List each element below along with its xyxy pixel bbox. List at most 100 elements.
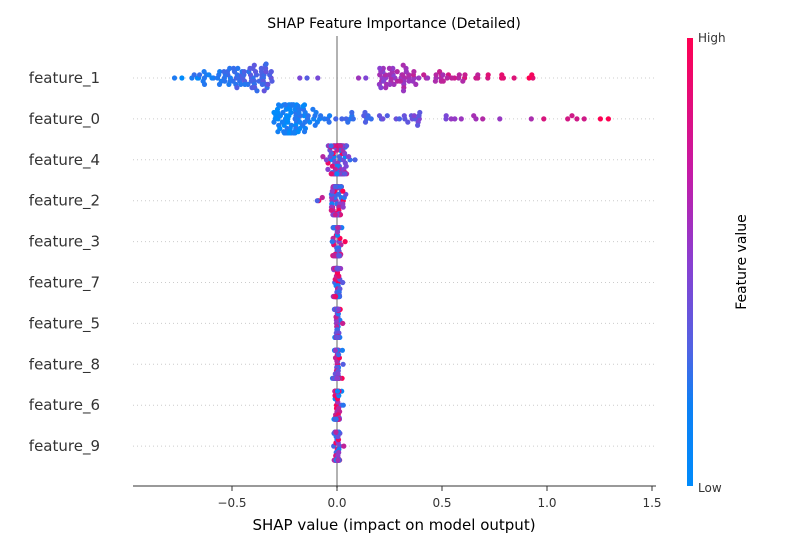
shap-point-feature-1-149 bbox=[241, 69, 247, 75]
shap-point-feature-1-158 bbox=[234, 85, 240, 91]
shap-point-feature-9-79 bbox=[335, 457, 341, 463]
shap-point-feature-1-138 bbox=[432, 78, 438, 84]
shap-point-feature-4-104 bbox=[342, 171, 348, 177]
shap-point-feature-0-138 bbox=[396, 116, 402, 122]
shap-point-feature-1-153 bbox=[231, 65, 237, 71]
shap-point-feature-1-156 bbox=[242, 81, 248, 87]
shap-point-feature-0-24 bbox=[285, 119, 291, 125]
shap-point-feature-0-147 bbox=[528, 116, 534, 122]
shap-point-feature-1-87 bbox=[421, 72, 427, 78]
shap-point-feature-4-108 bbox=[334, 171, 340, 177]
shap-point-feature-1-103 bbox=[425, 75, 431, 81]
shap-point-feature-1-167 bbox=[249, 85, 255, 91]
shap-point-feature-3-87 bbox=[336, 253, 342, 259]
shap-point-feature-0-72 bbox=[327, 113, 333, 119]
shap-point-feature-0-39 bbox=[569, 113, 575, 119]
shap-point-feature-2-49 bbox=[319, 194, 325, 201]
x-tick-label-3: 1.0 bbox=[537, 496, 556, 510]
shap-point-feature-0-116 bbox=[405, 119, 411, 125]
shap-point-feature-6-2 bbox=[340, 402, 346, 408]
shap-point-feature-0-146 bbox=[289, 102, 295, 108]
shap-point-feature-4-109 bbox=[328, 143, 334, 149]
shap-point-feature-1-47 bbox=[400, 72, 406, 78]
shap-point-feature-3-13 bbox=[329, 239, 335, 245]
shap-point-feature-0-105 bbox=[365, 113, 371, 119]
shap-point-feature-1-137 bbox=[254, 88, 260, 94]
shap-point-feature-1-166 bbox=[529, 72, 535, 78]
shap-point-feature-0-71 bbox=[345, 119, 351, 125]
shap-point-feature-0-23 bbox=[565, 116, 571, 122]
chart-title: SHAP Feature Importance (Detailed) bbox=[267, 16, 521, 32]
shap-point-feature-1-136 bbox=[247, 65, 253, 71]
shap-point-feature-1-79 bbox=[304, 75, 310, 81]
shap-point-feature-1-108 bbox=[437, 69, 443, 75]
shap-point-feature-9-78 bbox=[333, 429, 339, 435]
shap-point-feature-1-112 bbox=[238, 81, 244, 87]
shap-point-feature-7-78 bbox=[335, 265, 341, 272]
shap-point-feature-3-86 bbox=[342, 239, 348, 245]
shap-point-feature-1-141 bbox=[499, 72, 505, 78]
shap-point-feature-3-83 bbox=[331, 253, 337, 259]
shap-point-feature-0-1 bbox=[448, 116, 454, 122]
shap-point-feature-4-7 bbox=[352, 157, 358, 163]
shap-point-feature-0-51 bbox=[597, 116, 604, 122]
shap-point-feature-0-97 bbox=[318, 113, 324, 119]
shap-point-feature-2-86 bbox=[332, 184, 338, 190]
shap-point-feature-2-88 bbox=[340, 204, 346, 210]
shap-point-feature-1-105 bbox=[406, 78, 412, 84]
shap-point-feature-0-115 bbox=[401, 113, 407, 119]
shap-point-feature-1-127 bbox=[191, 72, 197, 78]
shap-point-feature-0-73 bbox=[333, 116, 339, 122]
shap-point-feature-1-169 bbox=[263, 61, 269, 67]
feature-rows: feature_1 feature_0 feature_4 feature_2feat… bbox=[29, 69, 656, 456]
shap-point-feature-4-92 bbox=[346, 154, 352, 160]
shap-point-feature-1-151 bbox=[268, 69, 274, 75]
shap-point-feature-1-162 bbox=[378, 85, 384, 91]
shap-point-feature-0-112 bbox=[307, 119, 313, 125]
shap-point-feature-1-86 bbox=[259, 81, 265, 87]
x-tick-label-4: 1.5 bbox=[642, 496, 661, 510]
shap-point-feature-4-44 bbox=[329, 163, 335, 169]
shap-point-feature-0-125 bbox=[349, 109, 355, 116]
x-tick-label-1: 0.0 bbox=[327, 496, 346, 510]
shap-point-feature-0-75 bbox=[581, 116, 587, 122]
shap-point-feature-0-103 bbox=[295, 103, 301, 109]
shap-point-feature-2-77 bbox=[338, 184, 344, 190]
shap-point-feature-1-130 bbox=[227, 65, 233, 71]
feature-label-feature-6: feature_6 bbox=[29, 396, 100, 415]
shap-point-feature-1-155 bbox=[197, 72, 203, 78]
shap-point-feature-4-95 bbox=[344, 143, 350, 149]
shap-point-feature-0-95 bbox=[362, 119, 369, 125]
shap-point-feature-1-133 bbox=[440, 78, 446, 84]
shap-point-feature-1-119 bbox=[440, 72, 446, 78]
shap-point-feature-0-104 bbox=[339, 116, 345, 122]
shap-point-feature-0-132 bbox=[281, 130, 288, 136]
shap-point-feature-1-64 bbox=[363, 75, 369, 81]
shap-point-feature-4-64 bbox=[325, 166, 331, 172]
shap-point-feature-1-150 bbox=[216, 81, 223, 87]
shap-point-feature-0-134 bbox=[282, 102, 289, 108]
x-axis-label: SHAP value (impact on model output) bbox=[252, 516, 535, 534]
shap-points bbox=[171, 61, 612, 463]
shap-point-feature-0-135 bbox=[417, 109, 423, 116]
shap-point-feature-0-53 bbox=[313, 109, 319, 116]
shap-point-feature-7-79 bbox=[333, 293, 339, 300]
shap-point-feature-3-88 bbox=[331, 225, 337, 231]
shap-point-feature-0-145 bbox=[301, 129, 308, 135]
shap-point-feature-0-67 bbox=[458, 116, 464, 122]
shap-point-feature-1-135 bbox=[413, 81, 419, 87]
shap-point-feature-8-79 bbox=[339, 347, 345, 353]
shap-point-feature-0-127 bbox=[321, 116, 327, 122]
shap-point-feature-1-142 bbox=[209, 75, 215, 81]
shap-point-feature-1-117 bbox=[235, 65, 241, 71]
shap-point-feature-0-148 bbox=[291, 130, 297, 136]
shap-point-feature-2-69 bbox=[328, 207, 334, 213]
shap-point-feature-0-149 bbox=[301, 102, 308, 108]
shap-point-feature-9-76 bbox=[341, 443, 347, 449]
shap-point-feature-2-89 bbox=[340, 188, 346, 194]
shap-point-feature-0-34 bbox=[368, 116, 374, 122]
shap-point-feature-4-102 bbox=[328, 171, 334, 177]
shap-point-feature-0-102 bbox=[326, 119, 332, 125]
shap-point-feature-1-129 bbox=[221, 69, 227, 75]
